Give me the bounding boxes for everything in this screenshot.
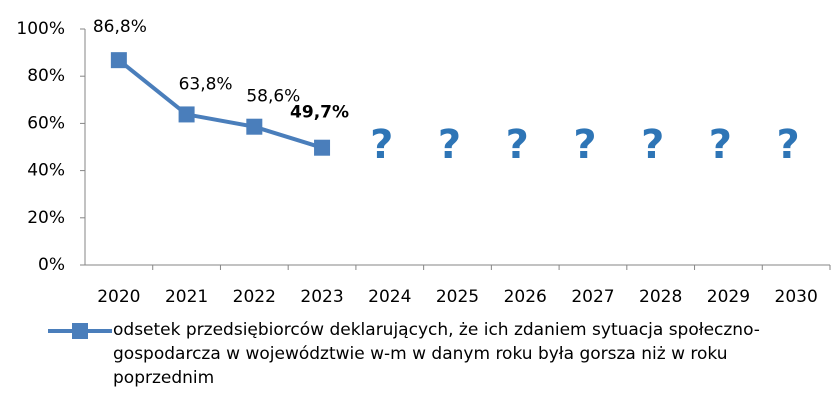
annotation: ?	[709, 122, 732, 168]
x-tick-label: 2029	[707, 287, 750, 307]
y-tick-label: 0%	[38, 255, 65, 275]
y-tick-label: 60%	[27, 113, 65, 133]
annotation: ?	[370, 122, 393, 168]
x-tick-label: 2028	[639, 287, 682, 307]
x-tick-label: 2024	[368, 287, 411, 307]
y-tick-label: 40%	[27, 161, 65, 181]
marker	[110, 52, 127, 69]
legend-label: odsetek przedsiębiorców deklarujących, ż…	[113, 320, 760, 388]
x-tick-label: 2025	[436, 287, 479, 307]
annotation: ?	[573, 122, 596, 168]
annotation: ?	[438, 122, 461, 168]
marker	[246, 118, 263, 135]
x-tick-label: 2021	[165, 287, 208, 307]
marker	[178, 106, 195, 123]
annotation: ?	[506, 122, 529, 168]
legend-marker	[72, 323, 88, 339]
x-tick-label: 2022	[233, 287, 276, 307]
x-tick-label: 2026	[504, 287, 547, 307]
x-tick-label: 2030	[775, 287, 818, 307]
data-label: 58,6%	[246, 87, 300, 107]
annotation: ?	[641, 122, 664, 168]
x-tick-label: 2023	[300, 287, 343, 307]
annotation: ?	[777, 122, 800, 168]
x-tick-label: 2020	[97, 287, 140, 307]
data-label: 63,8%	[179, 74, 233, 94]
series-line	[117, 58, 323, 150]
y-tick-label: 100%	[16, 19, 65, 39]
marker	[314, 139, 331, 156]
x-tick-label: 2027	[571, 287, 614, 307]
data-label: 49,7%	[290, 103, 349, 123]
y-tick-label: 80%	[27, 66, 65, 86]
data-label: 86,8%	[93, 17, 147, 37]
y-tick-label: 20%	[27, 208, 65, 228]
